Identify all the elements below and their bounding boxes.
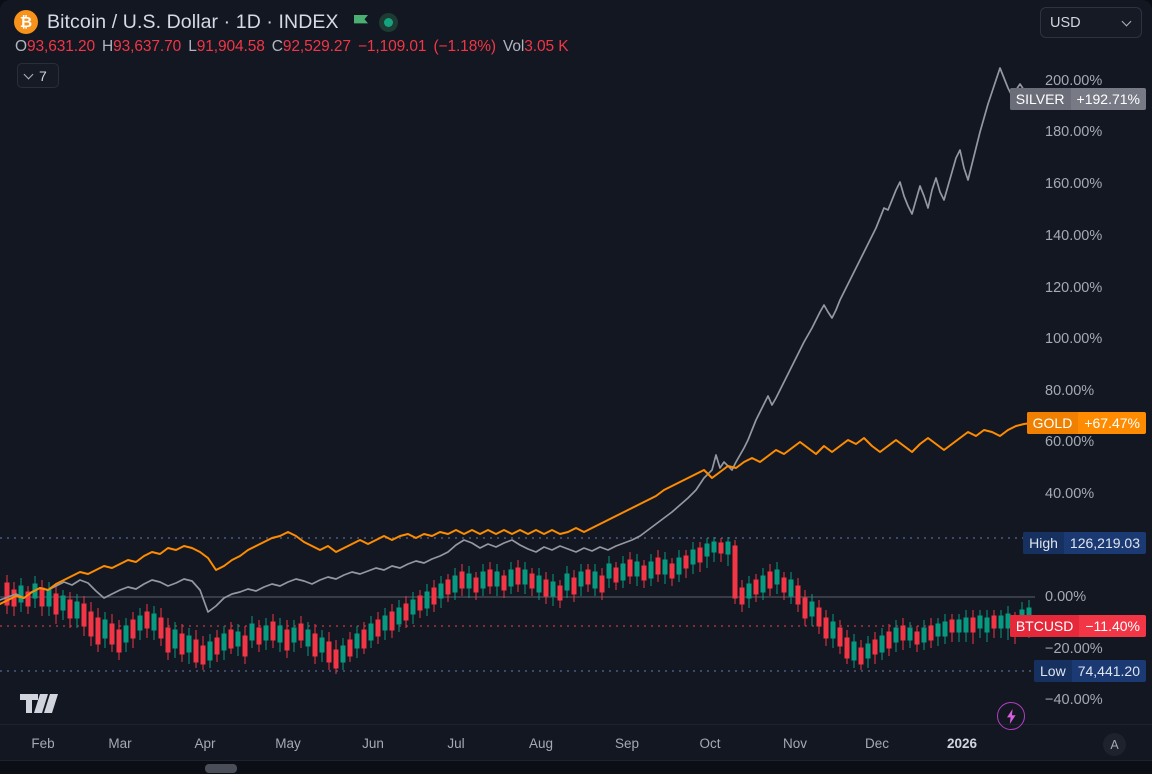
y-tick: 200.00% (1045, 73, 1103, 89)
chart-header: ₿ Bitcoin / U.S. Dollar · 1D · INDEX O93… (0, 0, 1152, 96)
x-tick: Mar (108, 736, 132, 751)
gold-line-series (0, 422, 1033, 605)
btcusd-candlestick-series (4, 537, 1032, 674)
x-tick: Jul (447, 736, 465, 751)
badge-value: −11.40% (1085, 618, 1140, 634)
x-tick: Aug (528, 736, 554, 751)
y-tick: 80.00% (1045, 383, 1095, 399)
y-tick: 60.00% (1045, 434, 1095, 450)
status-badge-low[interactable]: Low 74,441.20 (1034, 660, 1146, 682)
badge-label: Low (1034, 660, 1072, 682)
auto-scale-button[interactable]: A (1103, 733, 1126, 756)
y-tick: 120.00% (1045, 280, 1103, 296)
badge-value: +192.71% (1076, 91, 1140, 107)
footer-bar (0, 760, 1152, 774)
y-tick: −20.00% (1045, 641, 1103, 657)
y-tick: 140.00% (1045, 228, 1103, 244)
badge-value: 126,219.03 (1069, 535, 1140, 551)
chart-canvas (0, 67, 1035, 674)
chevron-down-icon (25, 71, 34, 80)
status-badge-silver[interactable]: SILVER +192.71% (1009, 88, 1146, 110)
open-label: O (15, 38, 27, 55)
silver-line-series (0, 67, 1033, 613)
close-value: 92,529.27 (282, 38, 351, 55)
ohlc-row: O93,631.20 H93,637.70 L91,904.58 C92,529.27… (15, 38, 569, 56)
badge-label: SILVER (1009, 88, 1071, 110)
open-value: 93,631.20 (26, 38, 96, 55)
currency-select-value: USD (1050, 14, 1081, 31)
x-tick: Oct (699, 736, 721, 751)
x-tick: Apr (194, 736, 216, 751)
badge-label: BTCUSD (1009, 615, 1080, 637)
change-percent: (−1.18%) (433, 38, 496, 55)
badge-value: 74,441.20 (1077, 663, 1140, 679)
bitcoin-icon: ₿ (14, 10, 38, 34)
chevron-down-icon (1123, 18, 1132, 27)
status-badge-gold[interactable]: GOLD +67.47% (1026, 412, 1146, 434)
x-tick: Feb (31, 736, 55, 751)
status-badge-high[interactable]: High 126,219.03 (1023, 532, 1146, 554)
y-tick: 160.00% (1045, 176, 1103, 192)
x-tick: Sep (614, 736, 640, 751)
horizontal-scrollbar-handle[interactable] (205, 764, 237, 773)
compare-count-label: 7 (39, 67, 47, 84)
low-label: L (188, 38, 197, 55)
y-tick: −40.00% (1045, 692, 1103, 708)
lightning-bolt-icon[interactable] (997, 702, 1025, 730)
green-flag-icon[interactable] (352, 13, 370, 32)
x-tick: May (275, 736, 301, 751)
currency-select[interactable]: USD (1040, 7, 1142, 38)
symbol-title-row[interactable]: ₿ Bitcoin / U.S. Dollar · 1D · INDEX (14, 8, 398, 36)
high-value: 93,637.70 (113, 38, 182, 55)
chart-plot-area[interactable] (0, 0, 1035, 724)
badge-label: GOLD (1026, 412, 1079, 434)
y-tick: 40.00% (1045, 486, 1095, 502)
volume-label: Vol (502, 38, 525, 55)
status-badge-btcusd[interactable]: BTCUSD −11.40% (1009, 615, 1146, 637)
price-axis[interactable]: 200.00% 180.00% 160.00% 140.00% 120.00% … (1035, 50, 1152, 724)
badge-value: +67.47% (1084, 415, 1140, 431)
compare-count-button[interactable]: 7 (17, 63, 59, 88)
y-tick: 180.00% (1045, 124, 1103, 140)
tradingview-logo[interactable] (18, 692, 64, 716)
change-absolute: −1,109.01 (357, 38, 427, 55)
x-tick: Dec (864, 736, 890, 751)
y-tick: 100.00% (1045, 331, 1103, 347)
market-open-dot-icon[interactable] (378, 12, 398, 32)
x-tick: Nov (782, 736, 808, 751)
volume-value: 3.05 K (524, 38, 569, 55)
y-tick: 0.00% (1045, 589, 1087, 605)
badge-label: High (1023, 532, 1064, 554)
page-title: Bitcoin / U.S. Dollar · 1D · INDEX (47, 10, 339, 33)
low-value: 91,904.58 (196, 38, 265, 55)
close-label: C (271, 38, 283, 55)
high-label: H (102, 38, 114, 55)
time-axis[interactable]: Feb Mar Apr May Jun Jul Aug Sep Oct Nov … (0, 724, 1152, 760)
x-tick-current-year: 2026 (946, 736, 978, 751)
x-tick: Jun (362, 736, 384, 751)
